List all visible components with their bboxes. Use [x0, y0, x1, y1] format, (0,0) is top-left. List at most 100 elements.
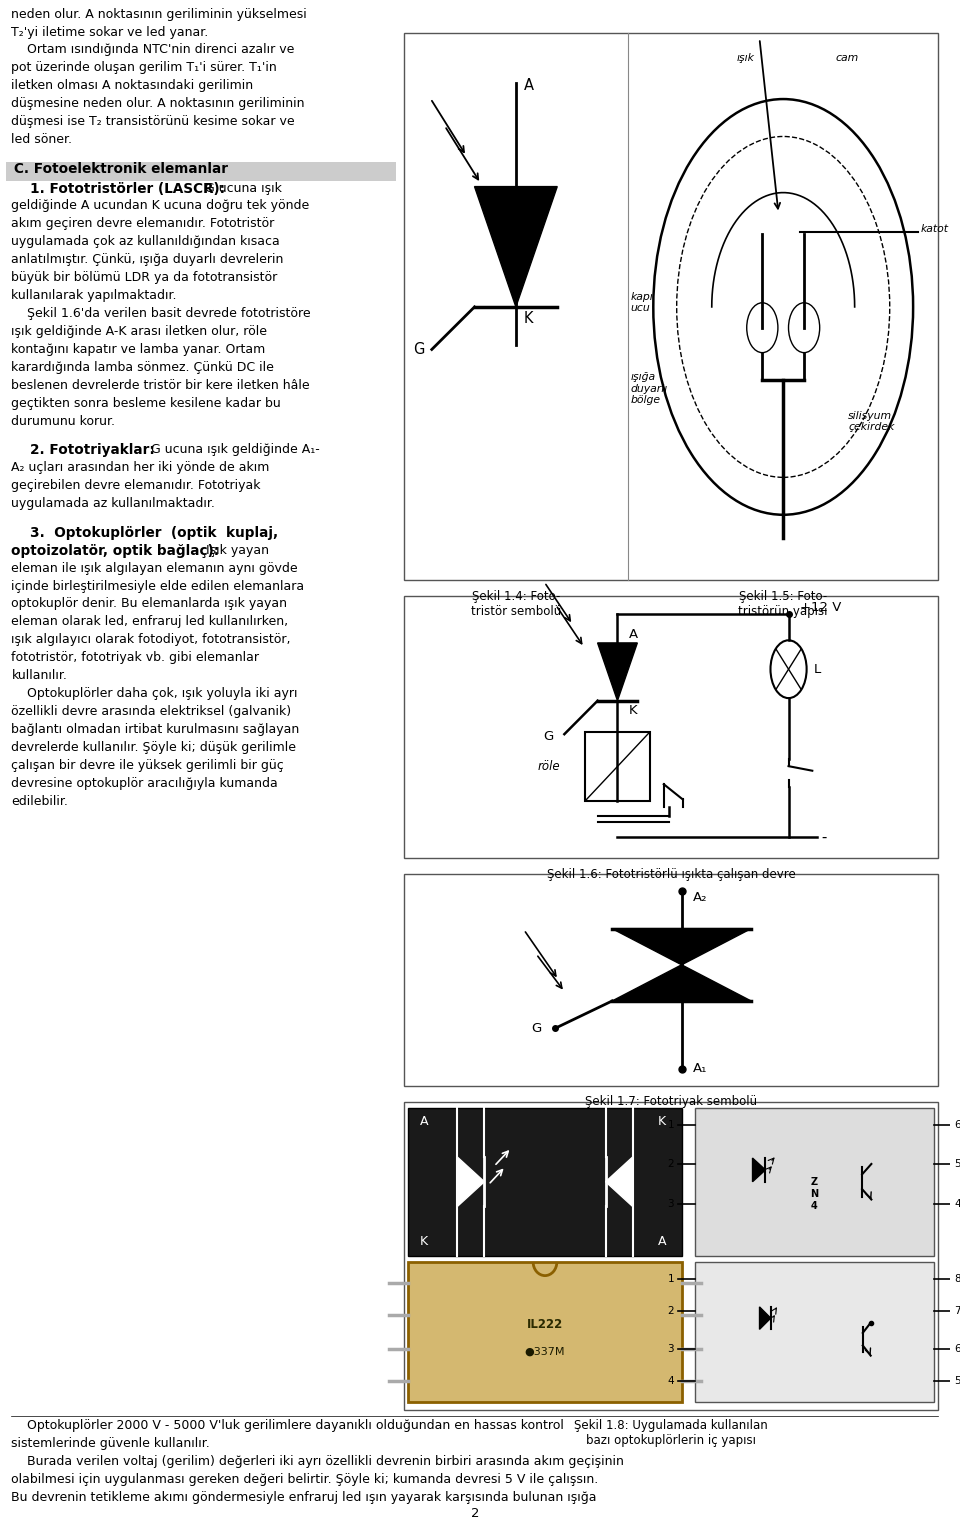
Text: optokuplör denir. Bu elemanlarda ışık yayan: optokuplör denir. Bu elemanlarda ışık ya… — [12, 597, 287, 611]
Text: eleman ile ışık algılayan elemanın aynı gövde: eleman ile ışık algılayan elemanın aynı … — [12, 562, 298, 574]
Text: 3: 3 — [667, 1343, 674, 1354]
Text: 3.  Optokuplörler  (optik  kuplaj,: 3. Optokuplörler (optik kuplaj, — [12, 525, 278, 539]
Text: A₂: A₂ — [693, 891, 708, 903]
Text: pot üzerinde oluşan gerilim T₁'i sürer. T₁'in: pot üzerinde oluşan gerilim T₁'i sürer. … — [12, 61, 277, 75]
Polygon shape — [597, 643, 637, 701]
Bar — [403, 874, 938, 1086]
Text: 5: 5 — [954, 1377, 960, 1386]
Text: 1. Fototristörler (LASCR):: 1. Fototristörler (LASCR): — [12, 181, 226, 195]
Circle shape — [788, 303, 820, 353]
Text: karardığında lamba sönmez. Çünkü DC ile: karardığında lamba sönmez. Çünkü DC ile — [12, 361, 275, 373]
Text: Işık yayan: Işık yayan — [203, 544, 269, 557]
Text: çalışan bir devre ile yüksek gerilimli bir güç: çalışan bir devre ile yüksek gerilimli b… — [12, 758, 284, 772]
Text: geçirebilen devre elemanıdır. Fototriyak: geçirebilen devre elemanıdır. Fototriyak — [12, 480, 261, 492]
Text: 8: 8 — [954, 1273, 960, 1284]
Text: silisyum
çekirdek: silisyum çekirdek — [849, 411, 895, 433]
Text: G ucuna ışık geldiğinde A₁-: G ucuna ışık geldiğinde A₁- — [147, 443, 320, 457]
Circle shape — [747, 303, 778, 353]
Text: 5: 5 — [954, 1159, 960, 1170]
Text: akım geçiren devre elemanıdır. Fototristör: akım geçiren devre elemanıdır. Fototrist… — [12, 218, 275, 230]
Text: ışık geldiğinde A-K arası iletken olur, röle: ışık geldiğinde A-K arası iletken olur, … — [12, 324, 268, 338]
Text: durumunu korur.: durumunu korur. — [12, 414, 115, 428]
Text: beslenen devrelerde tristör bir kere iletken hâle: beslenen devrelerde tristör bir kere ile… — [12, 379, 310, 391]
Text: A: A — [523, 78, 534, 93]
Polygon shape — [612, 929, 751, 964]
Text: 4: 4 — [667, 1377, 674, 1386]
Bar — [695, 1263, 933, 1403]
Text: Şekil 1.6: Fototristörlü ışıkta çalışan devre: Şekil 1.6: Fototristörlü ışıkta çalışan … — [546, 868, 795, 880]
Text: neden olur. A noktasının geriliminin yükselmesi: neden olur. A noktasının geriliminin yük… — [12, 8, 307, 21]
Text: Ortam ısındığında NTC'nin direnci azalır ve: Ortam ısındığında NTC'nin direnci azalır… — [12, 44, 295, 56]
Bar — [586, 733, 650, 801]
Bar — [6, 161, 396, 181]
Text: kontağını kapatır ve lamba yanar. Ortam: kontağını kapatır ve lamba yanar. Ortam — [12, 343, 266, 356]
Text: iletken olması A noktasındaki gerilimin: iletken olması A noktasındaki gerilimin — [12, 79, 253, 93]
Text: 1: 1 — [667, 1273, 674, 1284]
Text: büyük bir bölümü LDR ya da fototransistör: büyük bir bölümü LDR ya da fototransistö… — [12, 271, 277, 285]
Text: Z
N
4: Z N 4 — [810, 1177, 818, 1211]
Polygon shape — [606, 1157, 633, 1206]
Text: -: - — [817, 830, 828, 845]
Text: A: A — [629, 627, 638, 641]
Polygon shape — [612, 964, 751, 1001]
Polygon shape — [474, 187, 557, 308]
Text: 6: 6 — [954, 1343, 960, 1354]
Text: kapı
ucu: kapı ucu — [631, 292, 654, 314]
Text: A₁: A₁ — [693, 1062, 708, 1075]
Text: devresine optokuplör aracılığıyla kumanda: devresine optokuplör aracılığıyla kumand… — [12, 777, 278, 790]
Text: 2: 2 — [667, 1159, 674, 1170]
Text: 7: 7 — [954, 1307, 960, 1316]
Text: Şekil 1.5: Foto-
tristörün yapısı: Şekil 1.5: Foto- tristörün yapısı — [738, 589, 828, 617]
Text: geldiğinde A ucundan K ucuna doğru tek yönde: geldiğinde A ucundan K ucuna doğru tek y… — [12, 200, 310, 212]
Circle shape — [771, 640, 806, 698]
Bar — [695, 1107, 933, 1256]
Text: Optokuplörler 2000 V - 5000 V'luk gerilimlere dayanıklı olduğundan en hassas kon: Optokuplörler 2000 V - 5000 V'luk gerili… — [12, 1419, 564, 1432]
Text: 2: 2 — [470, 1508, 479, 1520]
Text: +12 V: +12 V — [800, 602, 841, 614]
Text: Şekil 1.6'da verilen basit devrede fototristöre: Şekil 1.6'da verilen basit devrede fotot… — [12, 308, 311, 320]
Text: Şekil 1.8: Uygulamada kullanılan
bazı optokuplörlerin iç yapısı: Şekil 1.8: Uygulamada kullanılan bazı op… — [574, 1419, 768, 1447]
Text: bağlantı olmadan irtibat kurulmasını sağlayan: bağlantı olmadan irtibat kurulmasını sağ… — [12, 723, 300, 736]
Text: olabilmesi için uygulanması gereken değeri belirtir. Şöyle ki; kumanda devresi 5: olabilmesi için uygulanması gereken değe… — [12, 1473, 599, 1486]
Text: sistemlerinde güvenle kullanılır.: sistemlerinde güvenle kullanılır. — [12, 1438, 210, 1450]
Text: devrelerde kullanılır. Şöyle ki; düşük gerilimle: devrelerde kullanılır. Şöyle ki; düşük g… — [12, 740, 297, 754]
Text: 4: 4 — [954, 1199, 960, 1209]
Text: G ucuna ışık: G ucuna ışık — [202, 181, 282, 195]
Text: eleman olarak led, enfraruj led kullanılırken,: eleman olarak led, enfraruj led kullanıl… — [12, 615, 289, 629]
Text: cam: cam — [835, 53, 858, 62]
Text: kullanılarak yapılmaktadır.: kullanılarak yapılmaktadır. — [12, 289, 177, 302]
Text: düşmesine neden olur. A noktasının geriliminin: düşmesine neden olur. A noktasının geril… — [12, 97, 305, 110]
Text: Burada verilen voltaj (gerilim) değerleri iki ayrı özellikli devrenin birbiri ar: Burada verilen voltaj (gerilim) değerler… — [12, 1454, 624, 1468]
Text: uygulamada çok az kullanıldığından kısaca: uygulamada çok az kullanıldığından kısac… — [12, 235, 280, 248]
Text: K: K — [629, 704, 637, 717]
Text: röle: röle — [538, 760, 561, 774]
Text: kullanılır.: kullanılır. — [12, 669, 67, 682]
Circle shape — [654, 99, 913, 515]
Text: 1: 1 — [667, 1121, 674, 1130]
Bar — [403, 1101, 938, 1410]
Polygon shape — [457, 1157, 485, 1206]
Text: G: G — [532, 1022, 541, 1034]
Text: A₂ uçları arasından her iki yönde de akım: A₂ uçları arasından her iki yönde de akı… — [12, 461, 270, 474]
Text: K: K — [658, 1115, 666, 1129]
Text: T₂'yi iletime sokar ve led yanar.: T₂'yi iletime sokar ve led yanar. — [12, 26, 208, 38]
Text: ışık algılayıcı olarak fotodiyot, fototransistör,: ışık algılayıcı olarak fotodiyot, fototr… — [12, 634, 291, 646]
Text: Şekil 1.4: Foto-
tristör sembolü: Şekil 1.4: Foto- tristör sembolü — [470, 589, 561, 617]
Bar — [403, 595, 938, 859]
Text: IL222: IL222 — [527, 1317, 564, 1331]
Text: L: L — [814, 663, 822, 676]
Text: led söner.: led söner. — [12, 133, 72, 146]
Text: özellikli devre arasında elektriksel (galvanik): özellikli devre arasında elektriksel (ga… — [12, 705, 292, 717]
Text: A: A — [658, 1235, 666, 1249]
Polygon shape — [759, 1307, 771, 1330]
Text: 2. Fototriyaklar:: 2. Fototriyaklar: — [12, 443, 156, 457]
Text: ışığa
duyarlı
bölge: ışığa duyarlı bölge — [631, 372, 668, 405]
Text: katot: katot — [921, 224, 948, 235]
Text: ışık: ışık — [736, 53, 755, 62]
Text: içinde birleştirilmesiyle elde edilen elemanlara: içinde birleştirilmesiyle elde edilen el… — [12, 580, 304, 592]
Text: 2: 2 — [667, 1307, 674, 1316]
Text: K: K — [420, 1235, 428, 1249]
Text: 6: 6 — [954, 1121, 960, 1130]
Text: C. Fotoelektronik elemanlar: C. Fotoelektronik elemanlar — [14, 161, 228, 175]
Text: anlatılmıştır. Çünkü, ışığa duyarlı devrelerin: anlatılmıştır. Çünkü, ışığa duyarlı devr… — [12, 253, 284, 267]
